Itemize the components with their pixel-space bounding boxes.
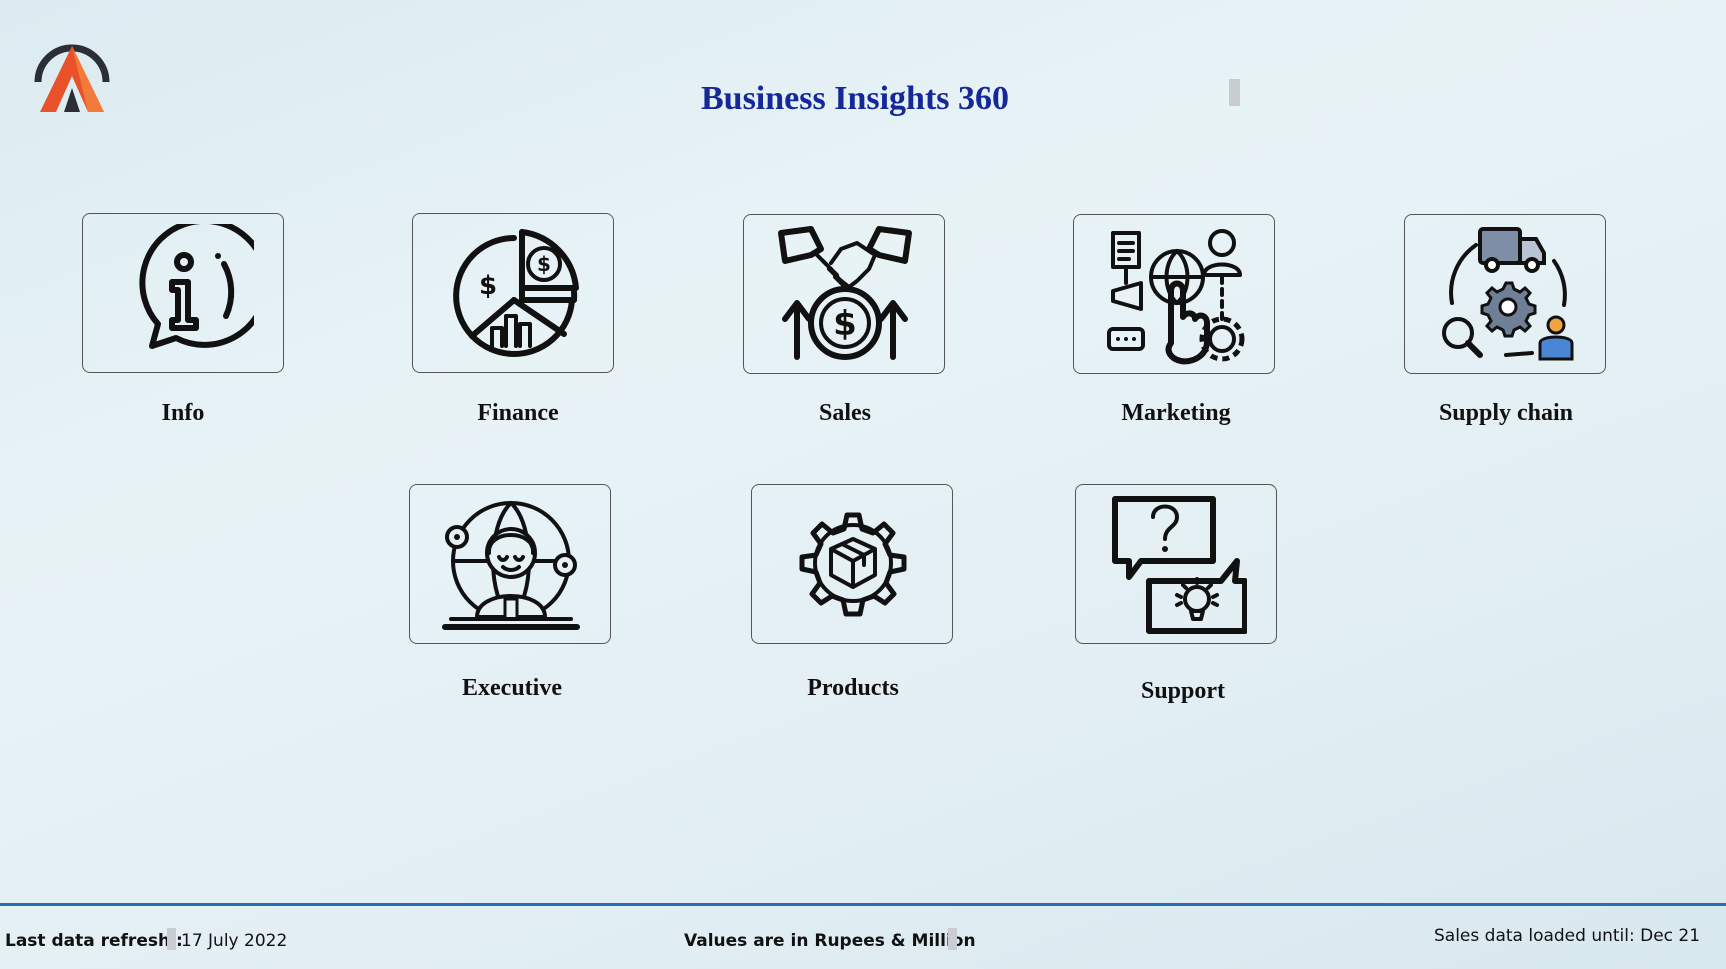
svg-text:$: $ xyxy=(479,271,497,301)
units-note: Values are in Rupees & Million xyxy=(684,931,976,951)
nav-tile-executive[interactable] xyxy=(409,484,611,644)
nav-label-info[interactable]: Info xyxy=(161,400,205,426)
finance-icon: $ $ xyxy=(453,229,579,357)
page-title: Business Insights 360 xyxy=(700,80,1009,117)
nav-label-executive[interactable]: Executive xyxy=(462,675,562,701)
svg-text:$: $ xyxy=(537,252,551,276)
nav-label-products[interactable]: Products xyxy=(807,675,899,701)
nav-tile-support[interactable] xyxy=(1075,484,1277,644)
svg-text:$: $ xyxy=(833,304,857,344)
sales-loaded-until: Sales data loaded until: Dec 21 xyxy=(1434,926,1701,946)
nav-tile-info[interactable] xyxy=(82,213,284,373)
nav-tile-sales[interactable]: $ xyxy=(743,214,945,374)
company-logo xyxy=(34,44,110,112)
supply-chain-icon xyxy=(1442,227,1574,361)
executive-icon xyxy=(442,501,580,630)
nav-label-supply-chain[interactable]: Supply chain xyxy=(1438,400,1574,426)
nav-label-marketing[interactable]: Marketing xyxy=(1121,400,1231,426)
nav-label-finance[interactable]: Finance xyxy=(477,400,559,426)
units-marker xyxy=(948,928,957,950)
sales-icon: $ xyxy=(778,226,912,360)
title-marker xyxy=(1229,79,1240,106)
nav-tile-products[interactable] xyxy=(751,484,953,644)
support-icon xyxy=(1112,496,1247,634)
footer-divider xyxy=(0,903,1726,906)
refresh-label: Last data refresh : xyxy=(5,931,183,951)
nav-tile-marketing[interactable] xyxy=(1073,214,1275,374)
nav-tile-supply-chain[interactable] xyxy=(1404,214,1606,374)
refresh-marker xyxy=(167,928,176,950)
products-icon xyxy=(799,512,907,617)
refresh-date: 17 July 2022 xyxy=(181,931,288,951)
info-icon xyxy=(139,224,254,349)
nav-label-sales[interactable]: Sales xyxy=(818,400,871,426)
marketing-icon xyxy=(1107,229,1245,365)
nav-tile-finance[interactable]: $ $ xyxy=(412,213,614,373)
nav-label-support[interactable]: Support xyxy=(1140,678,1226,704)
